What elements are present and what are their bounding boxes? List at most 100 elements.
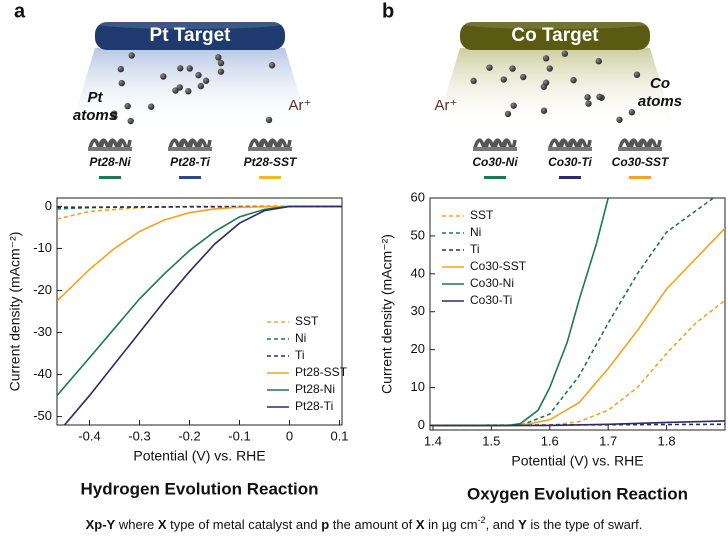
swarf [548,138,565,150]
atoms-label: Co [650,75,670,92]
caption-part: -2 [478,515,486,525]
atom [584,94,591,101]
atom [217,68,225,75]
swarf [636,138,653,150]
chart-title: Oxygen Evolution Reaction [467,484,688,503]
caption-part: in µg cm [425,517,478,532]
swarf [257,138,274,150]
caption-part: X [158,517,167,532]
x-tick-label: -0.1 [228,428,250,443]
y-tick-label: -20 [33,282,52,297]
caption-part: , and [486,517,519,532]
caption-part: the amount of [329,517,416,532]
atom [124,102,131,110]
swarf [473,138,490,150]
x-tick-label: 1.5 [482,433,500,448]
atom [509,65,516,72]
swarf [557,138,574,150]
atom [185,88,192,95]
swarf [575,138,592,150]
target-label: Pt Target [150,25,232,46]
x-tick-label: 1.6 [541,433,559,448]
series-line [430,299,725,427]
legend-label: SST [295,314,319,328]
swarf-base [168,147,212,151]
x-tick-label: 1.7 [599,433,617,448]
caption-part: Y [518,517,527,532]
x-tick-label: 1.8 [658,433,676,448]
atom [127,117,134,125]
atom [172,87,179,94]
sputter-beam [435,48,675,130]
atom [202,77,210,84]
atom [570,76,577,84]
swarf-base [618,147,662,151]
y-tick-label: -30 [33,324,52,339]
legend-label: Ti [295,348,305,362]
swarf-base [248,147,292,151]
y-tick-label: 40 [411,265,425,280]
swarf-base [548,147,592,151]
legend-label: Co30-SST [470,259,527,273]
y-tick-label: 50 [411,227,425,242]
atom [542,79,550,86]
x-tick-label: -0.2 [178,428,200,443]
series-line [430,198,609,427]
sample-swatch [484,176,506,179]
y-tick-label: 0 [45,198,52,213]
swarf [482,138,499,150]
legend-label: Pt28-Ni [295,382,335,396]
swarf [195,138,212,150]
series-line [57,205,342,220]
y-tick-label: -40 [33,366,52,381]
legend-label: Co30-Ni [470,276,514,290]
atom [265,116,273,124]
y-tick-label: -10 [33,240,52,255]
legend-label: Ni [295,331,306,345]
atom [186,65,193,72]
atom [118,79,125,87]
caption-part: X [416,517,425,532]
atom [510,102,517,109]
atom [546,65,553,72]
series-line [430,420,725,427]
atom [504,110,512,118]
caption-part: type of metal catalyst and [167,517,322,532]
x-axis-label: Potential (V) vs. RHE [133,448,265,464]
x-axis-label: Potential (V) vs. RHE [511,453,643,469]
x-tick-label: -0.4 [78,428,100,443]
x-tick-label: 0.1 [330,428,348,443]
caption: Xp-Y where X type of metal catalyst and … [86,515,643,532]
atom [147,103,155,110]
swarf [566,138,583,150]
atom [215,54,222,61]
caption-part: is the type of swarf. [527,517,643,532]
sample-label: Pt28-SST [244,155,298,169]
sample-label: Co30-SST [612,155,670,169]
target-top [462,19,648,29]
x-tick-label: -0.3 [128,428,150,443]
atom [628,109,636,116]
swarf [491,138,508,150]
series-line [57,205,342,209]
target [460,22,650,50]
caption-part: Xp-Y [86,517,116,532]
legend-label: Ti [470,242,480,256]
x-tick-label: 0 [286,428,293,443]
sample-swatch [179,176,201,179]
atoms-label: atoms [638,93,682,110]
swarf [645,138,662,150]
sample-swatch [559,176,581,179]
swarf [500,138,517,150]
swarf [177,138,194,150]
sample-label: Pt28-Ni [89,155,131,169]
atoms-label: atoms [73,107,117,124]
series-line [57,205,342,302]
atom [117,65,124,73]
swarf [97,138,114,150]
target-top [97,19,283,29]
ion-label: Ar⁺ [289,97,312,114]
caption-part: where [115,517,158,532]
swarf [186,138,203,150]
